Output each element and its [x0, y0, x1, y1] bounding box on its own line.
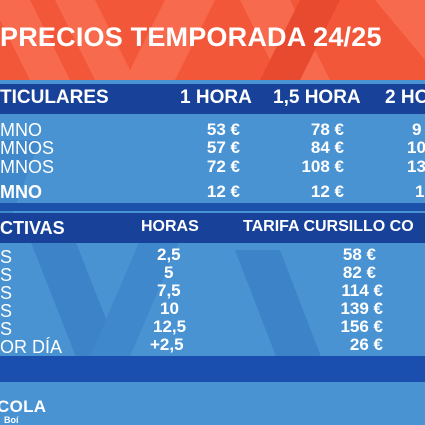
- particulares-header-bar: [0, 84, 425, 114]
- particulares-cell: 12 €: [206, 182, 240, 201]
- colectivas-row-label: S: [0, 265, 13, 285]
- column-1-5-hora: 1,5 HORA: [273, 87, 361, 108]
- colectivas-hours: 5: [164, 263, 174, 282]
- colectivas-price: 26 €: [349, 335, 383, 354]
- colectivas-price: 139 €: [340, 299, 383, 318]
- colectivas-row-label: S: [0, 301, 13, 321]
- particulares-row-label: MNOS: [0, 157, 54, 177]
- colectivas-row-label: OR DÍA: [0, 337, 63, 357]
- particulares-cell: 9: [412, 120, 422, 139]
- particulares-cell: 1: [415, 182, 425, 201]
- particulares-cell: 13: [407, 157, 425, 176]
- colectivas-row-label: S: [0, 319, 13, 339]
- section-divider: [0, 203, 425, 211]
- particulares-row-label: MNO: [0, 120, 42, 140]
- particulares-row-label: MNO: [0, 182, 42, 202]
- colectivas-heading: CTIVAS: [0, 218, 65, 238]
- colectivas-hours: 10: [160, 299, 179, 318]
- column-horas: HORAS: [141, 218, 199, 235]
- colectivas-hours: 12,5: [153, 317, 187, 336]
- colectivas-hours: 2,5: [157, 245, 181, 264]
- particulares-cell: 78 €: [310, 120, 344, 139]
- particulares-cell: 53 €: [206, 120, 240, 139]
- particulares-cell: 72 €: [206, 157, 240, 176]
- colectivas-row-label: S: [0, 283, 13, 303]
- header-banner: PRECIOS TEMPORADA 24/25: [0, 0, 425, 80]
- header-decoration: [0, 0, 425, 80]
- particulares-row-label: MNOS: [0, 138, 54, 158]
- column-tarifa-cursillo: TARIFA CURSILLO CO: [243, 218, 414, 235]
- particulares-cell: 57 €: [206, 138, 240, 157]
- colectivas-price: 58 €: [342, 245, 376, 264]
- colectivas-hours: 7,5: [157, 281, 181, 300]
- colectivas-hours: +2,5: [150, 335, 184, 354]
- colectivas-price: 82 €: [342, 263, 376, 282]
- colectivas-row-label: S: [0, 247, 13, 267]
- column-2-horas: 2 HO: [385, 87, 425, 108]
- school-logo: COLA: [0, 397, 47, 416]
- particulares-cell: 12 €: [310, 182, 344, 201]
- colectivas-price: 114 €: [341, 281, 383, 300]
- particulares-cell: 84 €: [310, 138, 344, 157]
- school-logo-subtitle: Boí: [4, 415, 19, 425]
- particulares-cell: 10: [407, 138, 425, 157]
- particulares-heading: TICULARES: [0, 87, 109, 108]
- page-title: PRECIOS TEMPORADA 24/25: [0, 22, 382, 52]
- column-1-hora: 1 HORA: [180, 87, 252, 108]
- colectivas-price: 156 €: [340, 317, 383, 336]
- footer-strip: [0, 356, 425, 382]
- colectivas-header-bar: [0, 213, 425, 243]
- particulares-cell: 108 €: [301, 157, 344, 176]
